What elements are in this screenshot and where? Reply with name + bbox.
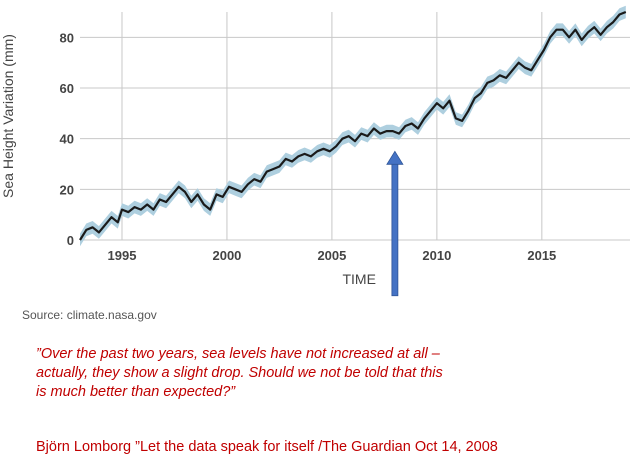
y-tick-label: 0	[67, 233, 74, 248]
x-tick-label: 2010	[422, 248, 451, 263]
x-tick-label: 2000	[212, 248, 241, 263]
y-tick-label: 80	[60, 30, 74, 45]
x-tick-label: 2005	[317, 248, 346, 263]
quote-attribution: Björn Lomborg ”Let the data speak for it…	[36, 439, 498, 455]
annotation-arrow	[386, 150, 404, 297]
sea-level-series-line	[79, 10, 627, 241]
x-tick-label: 1995	[108, 248, 137, 263]
x-axis-title: TIME	[342, 271, 375, 287]
arrow-head	[386, 150, 404, 165]
y-tick-label: 20	[60, 182, 74, 197]
source-note: Source: climate.nasa.gov	[22, 308, 157, 322]
y-tick-label: 60	[60, 81, 74, 96]
x-tick-label: 2015	[527, 248, 556, 263]
y-tick-label: 40	[60, 132, 74, 147]
sea-level-chart: 0 20 40 60 80 1995 2000 2005 2010 2015 TIME Sea H…	[0, 5, 630, 297]
arrow-shaft	[391, 162, 399, 297]
quote-text: ”Over the past two years, sea levels hav…	[36, 346, 443, 400]
axis-tick-labels: 0 20 40 60 80 1995 2000 2005 2010 2015	[60, 30, 557, 263]
uncertainty-band	[80, 5, 626, 247]
y-axis-title: Sea Height Variation (mm)	[0, 34, 16, 198]
